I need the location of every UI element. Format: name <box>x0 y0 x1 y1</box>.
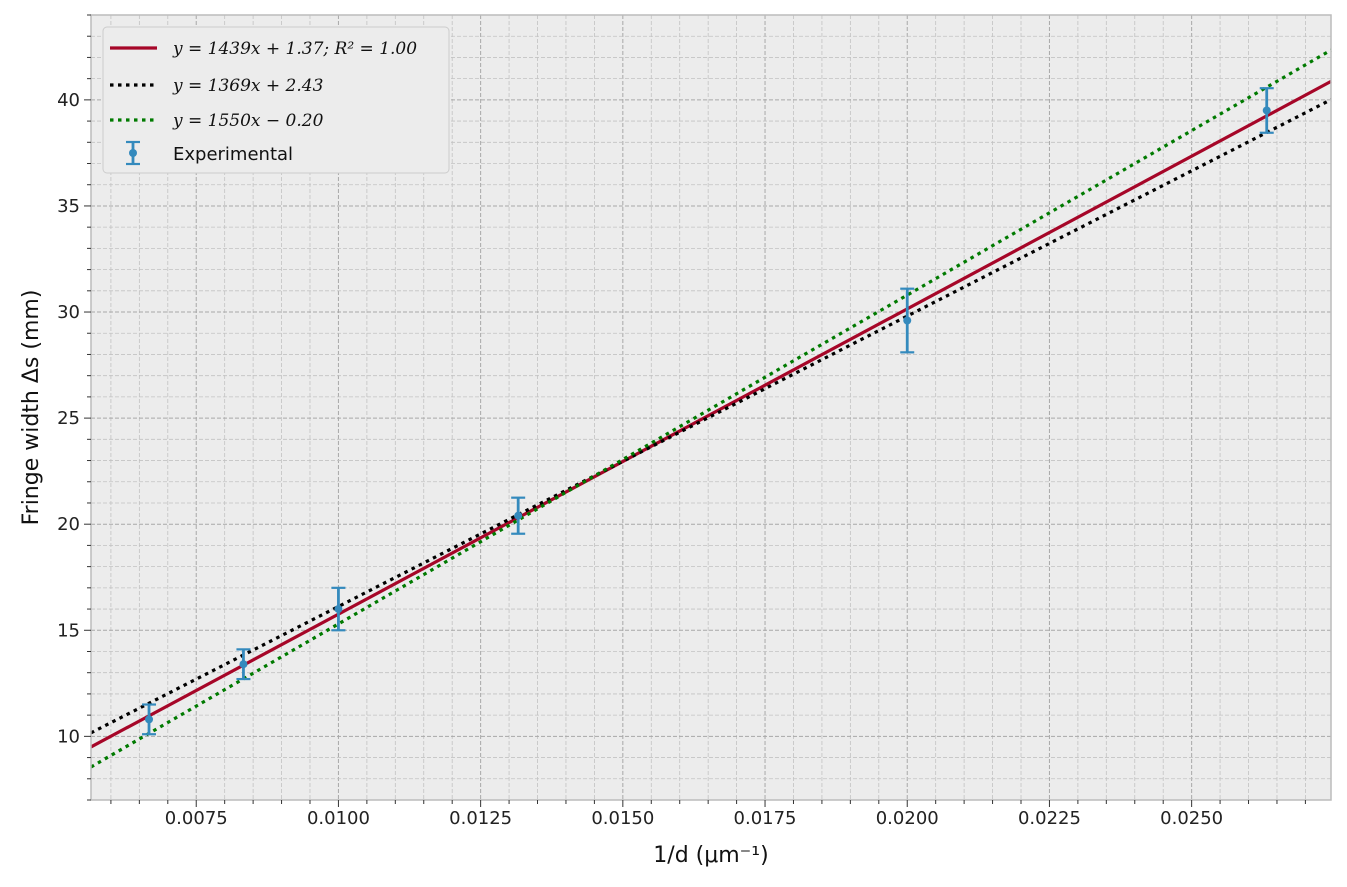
y-tick-label: 15 <box>57 620 80 641</box>
legend-label-experimental: Experimental <box>173 144 293 165</box>
legend-marker <box>129 149 137 157</box>
fit-line-2 <box>90 98 1332 735</box>
x-tick-label: 0.0200 <box>876 808 939 829</box>
x-tick-label: 0.0125 <box>449 808 512 829</box>
x-tick-label: 0.0100 <box>307 808 370 829</box>
legend-sample-experimental <box>126 140 140 166</box>
data-marker <box>514 511 523 520</box>
y-tick-label: 30 <box>57 302 80 323</box>
x-tick-label: 0.0175 <box>734 808 797 829</box>
experimental-point-6 <box>1259 87 1274 134</box>
legend-label-fit-1: y = 1439x + 1.37; R² = 1.00 <box>172 39 417 59</box>
y-tick-label: 35 <box>57 196 80 217</box>
legend: y = 1439x + 1.37; R² = 1.00 y = 1369x + … <box>102 26 450 174</box>
experimental-point-5 <box>900 287 915 354</box>
data-marker <box>903 316 912 325</box>
data-marker <box>145 715 154 724</box>
legend-box <box>102 26 450 174</box>
x-tick-label: 0.0250 <box>1160 808 1223 829</box>
legend-label-fit-3: y = 1550x − 0.20 <box>172 111 324 131</box>
fit-line-1 <box>90 79 1332 749</box>
experimental-point-3 <box>331 586 346 632</box>
y-axis-label: Fringe width Δs (mm) <box>19 290 44 526</box>
x-tick-label: 0.0075 <box>165 808 228 829</box>
x-axis-label: 1/d (μm⁻¹) <box>653 843 768 868</box>
grid <box>91 14 1331 801</box>
y-tick-label: 40 <box>57 90 80 111</box>
experimental-points <box>142 87 1274 736</box>
experimental-point-4 <box>511 496 526 535</box>
x-tick-label: 0.0225 <box>1018 808 1081 829</box>
experimental-point-1 <box>142 703 157 736</box>
plot-frame <box>90 14 1332 801</box>
axis-ticks: 0.0075 0.0100 0.0125 0.0150 0.0175 0.0200 0.02… <box>57 14 1306 829</box>
data-marker <box>1262 106 1271 115</box>
y-tick-label: 10 <box>57 726 80 747</box>
fit-line-3 <box>90 48 1332 769</box>
experimental-point-2 <box>236 648 251 681</box>
y-tick-label: 20 <box>57 514 80 535</box>
y-tick-label: 25 <box>57 408 80 429</box>
legend-label-fit-2: y = 1369x + 2.43 <box>172 76 323 96</box>
data-marker <box>239 660 248 669</box>
x-tick-label: 0.0150 <box>591 808 654 829</box>
data-marker <box>334 605 343 614</box>
fit-lines <box>90 48 1332 769</box>
